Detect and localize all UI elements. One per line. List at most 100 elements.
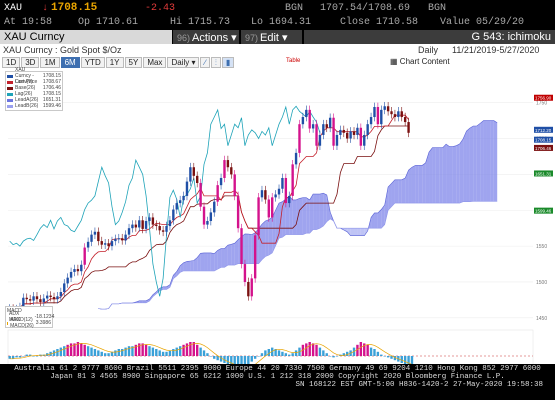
cloud-segment <box>476 123 481 202</box>
candle-body <box>359 127 363 146</box>
candle-body <box>158 226 161 231</box>
cloud-segment <box>391 179 395 207</box>
macd-legend-title: MACD <box>7 308 22 314</box>
macd-bar <box>165 351 168 356</box>
range-1y[interactable]: 1Y <box>105 57 124 68</box>
legend-swatch <box>7 321 9 325</box>
legend-value: -18.1234 <box>34 314 55 320</box>
macd-bar <box>138 343 141 356</box>
range-1d[interactable]: 1D <box>2 57 21 68</box>
security-field[interactable]: XAU Curncy <box>0 30 172 44</box>
frequency-select[interactable]: Daily ▾ <box>167 57 200 68</box>
chart-content-button[interactable]: ▦ Chart Content <box>390 57 450 66</box>
macd-bar <box>219 356 223 362</box>
candle-body <box>260 190 264 198</box>
macd-bar <box>403 356 407 365</box>
cloud-segment <box>408 167 412 204</box>
cloud-segment <box>490 120 494 202</box>
range-ytd[interactable]: YTD <box>80 57 105 68</box>
price-tag: 1712.20 <box>535 128 552 133</box>
cloud-segment <box>326 195 331 222</box>
candle-body <box>172 209 175 221</box>
candle-body <box>35 296 39 300</box>
candle-body <box>305 109 308 118</box>
copyright-footer: Australia 61 2 9777 8600 Brazil 5511 239… <box>0 364 555 400</box>
chart-date-range[interactable]: 11/21/2019-5/27/2020 <box>452 45 540 55</box>
actions-menu-button[interactable]: 96) Actions ▾ <box>173 30 240 44</box>
candle-body <box>216 185 219 202</box>
macd-bar <box>407 356 410 366</box>
macd-bar <box>230 356 233 366</box>
legend-swatch <box>7 74 13 78</box>
candle-body <box>335 134 339 146</box>
low-price: Lo 1694.31 <box>251 17 312 28</box>
range-max[interactable]: Max <box>143 57 167 68</box>
cloud-segment <box>411 165 416 204</box>
candle-body <box>80 264 83 272</box>
macd-bar <box>35 356 39 357</box>
candle-body <box>182 195 185 201</box>
cloud-segment <box>309 194 314 234</box>
chart-content-icon: ▦ <box>390 57 398 66</box>
actions-menu-label: Actions <box>192 32 229 44</box>
cloud-segment <box>425 152 430 204</box>
macd-bar <box>253 356 257 359</box>
cloud-segment <box>234 239 239 266</box>
candle-body <box>83 247 86 265</box>
candle-body <box>69 271 73 278</box>
chart-type-candle-icon[interactable]: ▮ <box>221 57 235 68</box>
macd-bar <box>161 351 165 356</box>
function-label: G 543: ichimoku <box>471 31 551 43</box>
candle-body <box>42 298 45 303</box>
chart-type-bar-icon[interactable]: ⫶ <box>210 57 221 68</box>
candle-body <box>383 106 386 110</box>
security-field-text: XAU Curncy <box>4 31 65 43</box>
macd-bar <box>206 353 209 356</box>
candle-body <box>93 231 97 235</box>
price-tag: 1599.46 <box>535 209 552 214</box>
macd-bar <box>148 346 151 356</box>
candle-body <box>339 129 342 135</box>
cloud-segment <box>299 197 303 235</box>
cloud-segment <box>190 260 194 271</box>
candle-body <box>165 226 168 232</box>
cloud-segment <box>463 131 467 202</box>
legend-label: ADX MACD(12) <box>9 311 33 323</box>
y-tick-label: 1550 <box>536 244 547 250</box>
macd-bar <box>386 356 390 358</box>
range-5y[interactable]: 5Y <box>124 57 143 68</box>
macd-bar <box>141 343 144 356</box>
edit-menu-button[interactable]: 97) Edit ▾ <box>241 30 303 44</box>
range-6m[interactable]: 6M <box>60 57 80 68</box>
candle-body <box>22 297 25 308</box>
function-title-bar: G 543: ichimoku <box>304 30 555 44</box>
table-button[interactable]: Table <box>286 58 301 64</box>
candle-body <box>294 152 298 165</box>
candle-body <box>233 174 236 196</box>
chart-type-line-icon[interactable]: ∕ <box>200 57 210 68</box>
price-tag: 1651.31 <box>535 171 552 176</box>
candle-body <box>223 160 226 178</box>
cloud-segment <box>163 286 167 290</box>
ichimoku-chart[interactable]: 17501700165016001550150014501756.901712.… <box>0 70 555 400</box>
macd-bar <box>168 350 172 356</box>
candle-body <box>369 117 373 125</box>
cloud-segment <box>244 233 249 264</box>
price-tag: 1708.15 <box>535 138 552 143</box>
candle-body <box>73 269 76 272</box>
candle-body <box>90 234 93 242</box>
candle-body <box>155 224 158 227</box>
ticker[interactable]: XAU <box>4 3 23 14</box>
candle-body <box>144 221 148 229</box>
range-1m[interactable]: 1M <box>40 57 60 68</box>
macd-bar <box>127 346 131 356</box>
cloud-segment <box>231 243 235 266</box>
chart-period[interactable]: Daily <box>418 45 439 55</box>
legend-value: 1706.46 <box>42 85 61 91</box>
range-3d[interactable]: 3D <box>21 57 40 68</box>
cloud-segment <box>227 244 232 266</box>
macd-bar <box>155 349 158 356</box>
macd-bar <box>236 356 240 369</box>
cloud-segment <box>248 234 252 264</box>
macd-bar <box>69 343 73 356</box>
